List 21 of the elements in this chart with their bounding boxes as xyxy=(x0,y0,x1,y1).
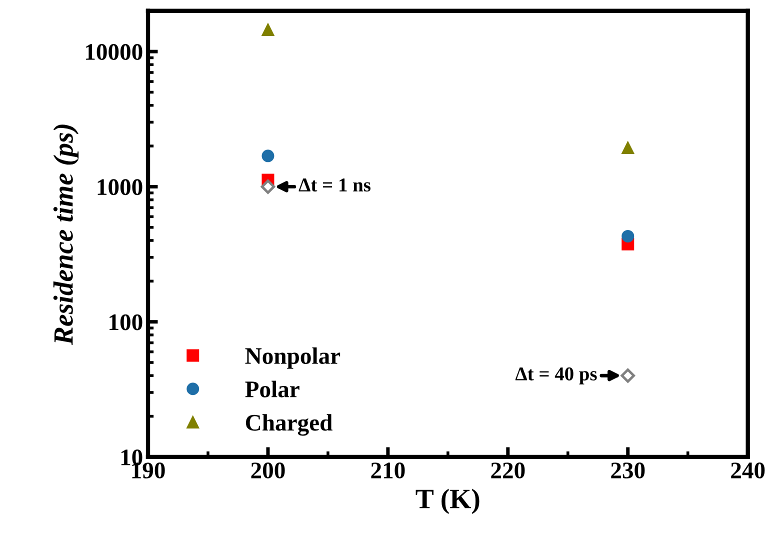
legend-label: Charged xyxy=(246,414,332,436)
x-tick-label: 230 xyxy=(611,462,645,478)
annotation: Δt = 1 ns xyxy=(298,178,370,192)
x-tick-label: 210 xyxy=(371,462,405,478)
point xyxy=(620,368,636,383)
x-axis-title: T (K) xyxy=(416,488,480,514)
x-tick-label: 240 xyxy=(731,462,765,478)
y-tick-label: 100 xyxy=(110,314,142,330)
y-axis-title: Residence time (ps) xyxy=(53,124,79,346)
x-tick-label: 200 xyxy=(251,462,285,478)
point xyxy=(262,24,274,36)
point xyxy=(262,150,274,162)
point xyxy=(622,230,634,242)
annotation: Δt = 40 ps xyxy=(515,367,597,384)
x-tick-label: 220 xyxy=(491,462,525,478)
legend-label: Nonpolar xyxy=(245,347,340,369)
point xyxy=(622,142,634,154)
point xyxy=(260,180,276,194)
legend-label: Polar xyxy=(245,380,300,398)
y-tick-label: 10000 xyxy=(86,44,142,60)
y-tick-label: 1000 xyxy=(98,179,142,196)
